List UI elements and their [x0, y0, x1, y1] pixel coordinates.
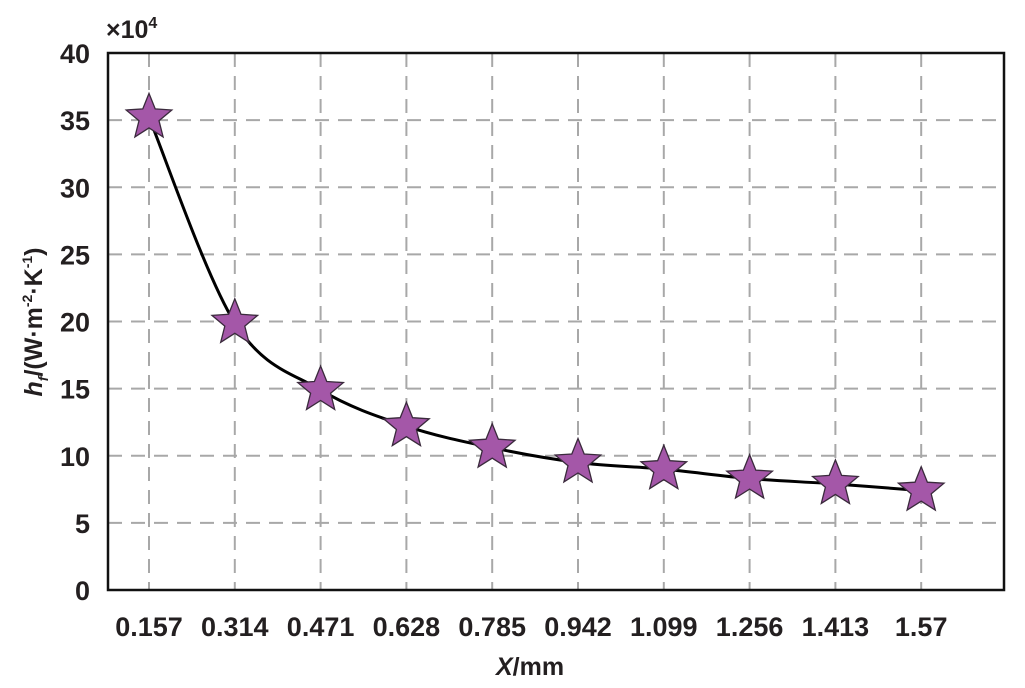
y-tick-label: 15 — [60, 375, 90, 405]
y-tick-label: 40 — [60, 39, 90, 69]
y-title-rest1: /(W·m — [20, 307, 48, 376]
y-tick-label: 35 — [60, 106, 90, 136]
x-tick-label: 0.471 — [287, 612, 355, 642]
y-title-close: ) — [20, 248, 48, 256]
x-tick-label: 1.57 — [895, 612, 948, 642]
y-axis-title: hf/(W·m-2·K-1) — [19, 248, 51, 397]
y-tick-label: 20 — [60, 308, 90, 338]
y-title-rest2: ·K — [20, 268, 48, 294]
x-tick-label: 0.628 — [373, 612, 441, 642]
y-title-main: h — [20, 381, 48, 396]
y-multiplier-base: ×10 — [106, 16, 148, 44]
y-tick-label: 25 — [60, 240, 90, 270]
y-tick-label: 0 — [75, 576, 90, 606]
y-title-sup2: -1 — [19, 256, 35, 269]
x-tick-label: 1.099 — [630, 612, 698, 642]
x-tick-label: 1.256 — [716, 612, 784, 642]
y-tick-label: 10 — [60, 442, 90, 472]
x-tick-label: 0.942 — [544, 612, 612, 642]
star-marker-icon — [467, 421, 517, 469]
x-title-italic: X — [494, 653, 514, 681]
x-title-rest: /mm — [513, 653, 564, 681]
y-tick-label: 30 — [60, 173, 90, 203]
star-marker-icon — [124, 91, 174, 139]
x-axis-ticks: 0.157 0.314 0.471 0.628 0.785 0.942 1.099 1.256… — [115, 612, 947, 642]
y-tick-label: 5 — [75, 509, 90, 539]
y-multiplier-exp: 4 — [148, 15, 157, 32]
x-tick-label: 0.314 — [201, 612, 269, 642]
y-title-sup1: -2 — [19, 294, 35, 307]
data-markers — [124, 91, 946, 512]
x-tick-label: 1.413 — [802, 612, 870, 642]
star-marker-icon — [381, 400, 431, 448]
y-multiplier: ×104 — [106, 15, 157, 44]
star-marker-icon — [639, 443, 689, 491]
x-tick-label: 0.157 — [115, 612, 183, 642]
y-axis-ticks: 0 5 10 15 20 25 30 35 40 — [60, 39, 90, 606]
star-marker-icon — [810, 458, 860, 505]
x-axis-title: X/mm — [494, 653, 564, 681]
y-title-sub: f — [35, 375, 51, 381]
star-marker-icon — [725, 452, 775, 500]
plot-area-frame — [106, 51, 1006, 592]
data-line — [147, 116, 922, 493]
x-tick-label: 0.785 — [458, 612, 526, 642]
star-marker-icon — [553, 436, 603, 484]
star-marker-icon — [896, 464, 946, 512]
star-marker-icon — [296, 364, 346, 411]
star-marker-icon — [210, 297, 260, 344]
